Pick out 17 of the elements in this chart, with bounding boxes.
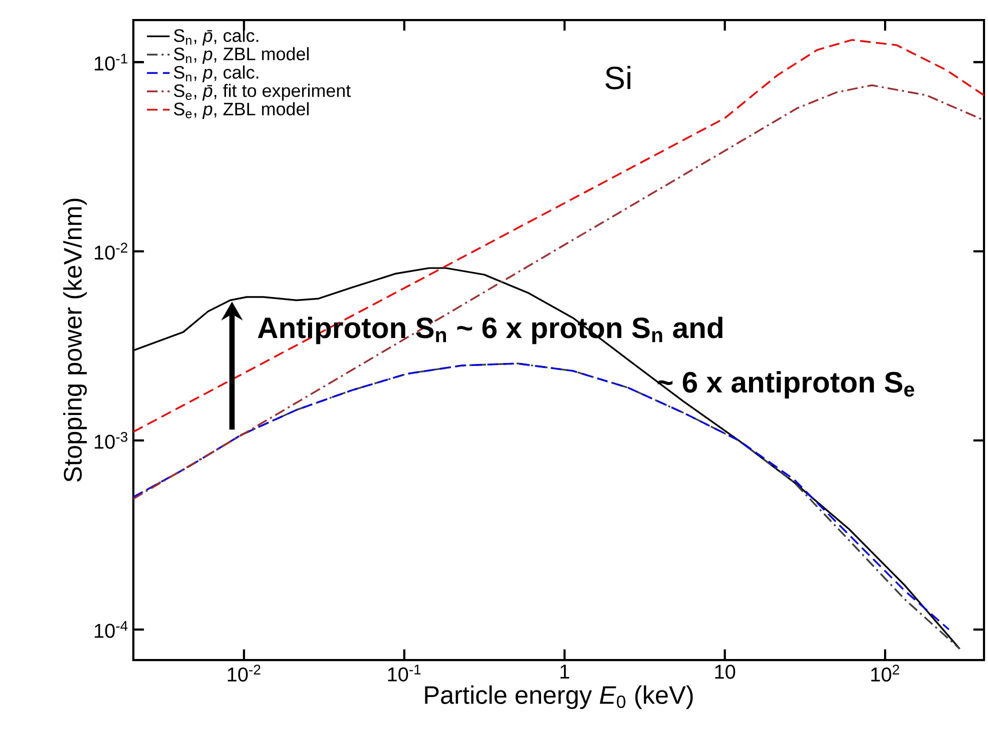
legend-label: S$_{e}$, p, ZBL model	[174, 102, 309, 119]
x-tick-label: 10$^{2}$	[871, 664, 900, 682]
annotation: Si	[605, 66, 630, 90]
x-tick-label: 10$^{-2}$	[228, 664, 260, 682]
y-tick-label: 10$^{-2}$	[94, 242, 128, 260]
y-axis-title: Stopping power (keV/nm)	[63, 198, 87, 482]
legend-label: S$_{e}$, p̄, fit to experiment	[174, 84, 351, 101]
x-axis-title: Particle energy E$_{0}$ (keV)	[425, 685, 693, 710]
legend-label: S$_{n}$, p, ZBL model	[174, 47, 309, 64]
x-tick-label: 10	[715, 664, 736, 679]
y-tick-label: 10$^{-1}$	[94, 54, 128, 71]
legend-label: S$_{n}$, p, calc.	[174, 65, 258, 82]
legend-label: S$_{n}$, p̄, calc.	[174, 28, 258, 46]
x-tick-label: 1	[560, 664, 570, 678]
x-tick-label: 10$^{-1}$	[388, 664, 421, 682]
y-tick-label: 10$^{-4}$	[94, 621, 128, 638]
y-tick-label: 10$^{-3}$	[94, 432, 128, 449]
